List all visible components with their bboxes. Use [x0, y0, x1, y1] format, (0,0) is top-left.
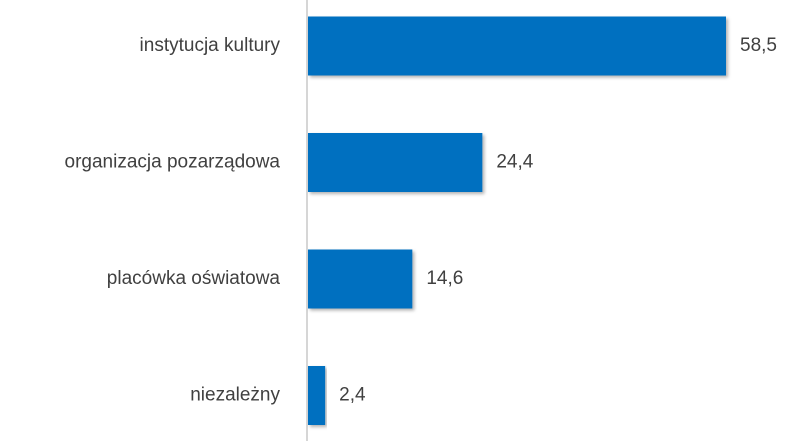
category-label: niezależny [190, 385, 280, 406]
value-label: 2,4 [339, 385, 366, 406]
bar [308, 249, 413, 309]
category-label: organizacja pozarządowa [65, 152, 281, 173]
value-label: 58,5 [740, 35, 777, 56]
bar [308, 366, 326, 425]
bar [308, 133, 483, 192]
value-label: 14,6 [426, 268, 463, 289]
bar [308, 16, 726, 76]
category-label: placówka oświatowa [107, 268, 281, 289]
category-label: instytucja kultury [140, 35, 281, 56]
value-label: 24,4 [496, 152, 533, 173]
